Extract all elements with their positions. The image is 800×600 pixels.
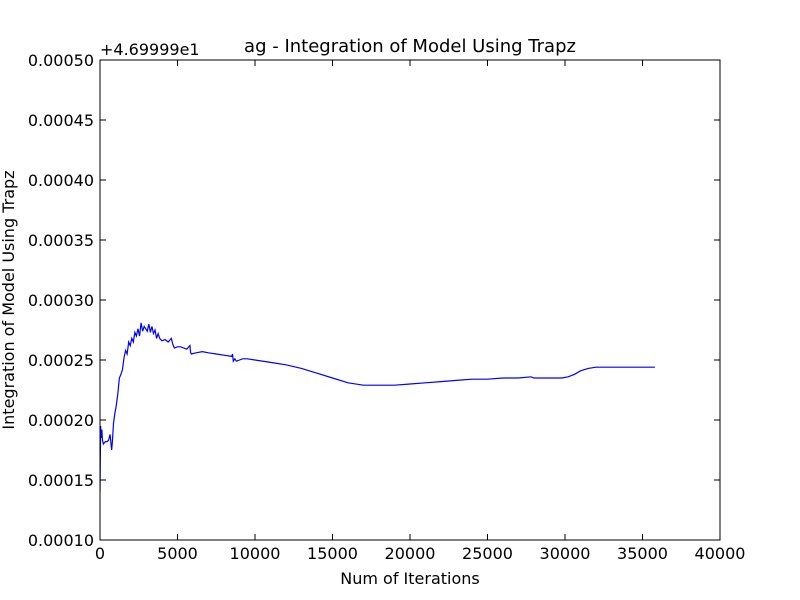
y-tick-label: 0.00010 [28, 531, 94, 550]
y-offset-label: +4.69999e1 [100, 40, 200, 59]
x-tick-label: 5000 [157, 544, 198, 563]
series-line [100, 322, 655, 493]
x-tick-label: 25000 [462, 544, 513, 563]
x-tick-label: 40000 [695, 544, 746, 563]
chart-title: ag - Integration of Model Using Trapz [244, 36, 576, 57]
x-tick-label: 10000 [230, 544, 281, 563]
y-axis-label: Integration of Model Using Trapz [0, 170, 18, 429]
plot-area [100, 60, 720, 540]
x-axis: 0 5000 10000 15000 20000 25000 30000 35000 40000 [95, 60, 746, 563]
y-tick-label: 0.00025 [28, 351, 94, 370]
y-axis: 0.00010 0.00015 0.00020 0.00025 0.00030 0.000… [28, 51, 720, 550]
x-axis-label: Num of Iterations [340, 569, 480, 588]
y-tick-label: 0.00020 [28, 411, 94, 430]
y-tick-label: 0.00045 [28, 111, 94, 130]
y-tick-label: 0.00035 [28, 231, 94, 250]
x-tick-label: 20000 [385, 544, 436, 563]
x-tick-label: 0 [95, 544, 105, 563]
x-tick-label: 35000 [617, 544, 668, 563]
y-tick-label: 0.00050 [28, 51, 94, 70]
y-tick-label: 0.00040 [28, 171, 94, 190]
y-tick-label: 0.00015 [28, 471, 94, 490]
x-tick-label: 30000 [540, 544, 591, 563]
y-tick-label: 0.00030 [28, 291, 94, 310]
x-tick-label: 15000 [307, 544, 358, 563]
